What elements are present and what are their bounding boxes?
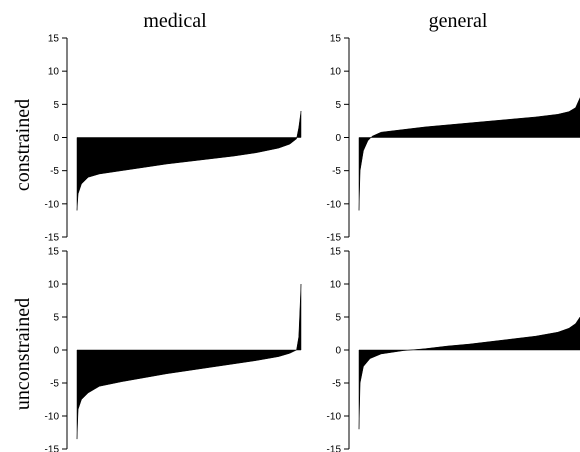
panel-constrained-general-tick-label-0: 15 xyxy=(330,34,342,45)
panel-unconstrained-medical-tick-label-1: 10 xyxy=(48,280,60,291)
panel-constrained-medical-tick-label-4: -5 xyxy=(50,166,59,177)
panel-constrained-general-area xyxy=(358,97,580,211)
panel-constrained-medical-area xyxy=(76,110,302,211)
row-label-unconstrained: unconstrained xyxy=(12,298,34,410)
panel-unconstrained-general-tick-label-5: -10 xyxy=(327,412,342,423)
panel-unconstrained-medical-tick-label-5: -10 xyxy=(45,412,60,423)
panel-unconstrained-general-tick-label-1: 10 xyxy=(330,280,342,291)
panel-unconstrained-general-area xyxy=(358,316,580,430)
panel-constrained-medical-tick-label-3: 0 xyxy=(53,133,59,144)
panel-unconstrained-general-tick-label-6: -15 xyxy=(327,445,342,452)
panel-constrained-general-tick-label-6: -15 xyxy=(327,233,342,244)
panel-unconstrained-general-tick-label-2: 5 xyxy=(335,313,341,324)
panel-unconstrained-medical: 15 10 5 0 -5 -10 -15 xyxy=(45,247,302,452)
panel-constrained-general-tick-label-3: 0 xyxy=(335,133,341,144)
panel-unconstrained-medical-tick-label-3: 0 xyxy=(53,346,59,357)
panel-constrained-medical-tick-label-0: 15 xyxy=(48,34,60,45)
panel-constrained-medical-tick-label-1: 10 xyxy=(48,67,60,78)
panel-constrained-general-tick-label-1: 10 xyxy=(330,67,342,78)
column-title-general: general xyxy=(429,10,488,32)
panel-constrained-general-tick-label-2: 5 xyxy=(335,100,341,111)
panel-constrained-general: 15 10 5 0 -5 -10 -15 xyxy=(327,34,580,244)
panel-unconstrained-general: 15 10 5 0 -5 -10 -15 xyxy=(327,247,580,452)
panel-constrained-medical-tick-label-5: -10 xyxy=(45,199,60,210)
panel-constrained-general-tick-label-4: -5 xyxy=(332,166,341,177)
panel-constrained-medical: 15 10 5 0 -5 -10 -15 xyxy=(45,34,302,244)
column-title-medical: medical xyxy=(143,10,207,32)
panel-unconstrained-medical-tick-label-4: -5 xyxy=(50,379,59,390)
panel-unconstrained-general-tick-label-4: -5 xyxy=(332,379,341,390)
panel-unconstrained-medical-area xyxy=(76,283,302,440)
panel-unconstrained-general-tick-label-3: 0 xyxy=(335,346,341,357)
panels-group: 15 10 5 0 -5 -10 -15 15 10 5 0 -5 -10 -15 15 10 5 0 -5 -10 -… xyxy=(45,34,580,452)
panel-constrained-medical-tick-label-2: 5 xyxy=(53,100,59,111)
panel-unconstrained-general-tick-label-0: 15 xyxy=(330,247,342,258)
panel-unconstrained-medical-tick-label-0: 15 xyxy=(48,247,60,258)
panel-unconstrained-medical-tick-label-2: 5 xyxy=(53,313,59,324)
panel-unconstrained-medical-tick-label-6: -15 xyxy=(45,445,60,452)
row-label-constrained: constrained xyxy=(12,99,34,191)
panel-constrained-medical-tick-label-6: -15 xyxy=(45,233,60,244)
panel-constrained-general-tick-label-5: -10 xyxy=(327,199,342,210)
